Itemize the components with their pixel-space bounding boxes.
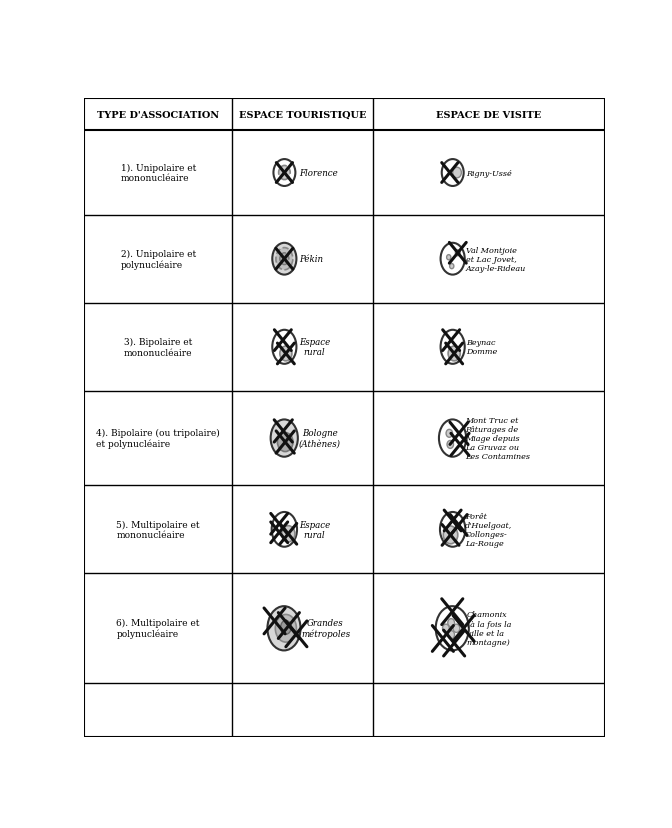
- Text: Beynac
Domme: Beynac Domme: [466, 339, 497, 356]
- Ellipse shape: [441, 243, 465, 275]
- Text: TYPE D'ASSOCIATION: TYPE D'ASSOCIATION: [97, 111, 219, 120]
- Text: Espace
rural: Espace rural: [299, 338, 330, 357]
- Text: Forêt
d'Huelgoat,
Collonges-
La-Rouge: Forêt d'Huelgoat, Collonges- La-Rouge: [465, 512, 512, 547]
- Ellipse shape: [276, 248, 293, 271]
- Text: 5). Multipolaire et
mononucléaire: 5). Multipolaire et mononucléaire: [116, 520, 200, 540]
- Text: 2). Unipolaire et
polynucléaire: 2). Unipolaire et polynucléaire: [120, 249, 196, 269]
- Circle shape: [442, 624, 450, 633]
- Circle shape: [446, 430, 452, 438]
- Text: Chamonix
(à la fois la
ville et la
montagne): Chamonix (à la fois la ville et la monta…: [466, 611, 511, 647]
- Ellipse shape: [281, 621, 291, 634]
- Ellipse shape: [279, 166, 290, 181]
- Circle shape: [448, 619, 454, 627]
- Text: Bologne
(Athènes): Bologne (Athènes): [299, 429, 341, 448]
- Text: 6). Multipolaire et
polynucléaire: 6). Multipolaire et polynucléaire: [116, 619, 200, 638]
- Text: ESPACE DE VISITE: ESPACE DE VISITE: [436, 111, 542, 120]
- Text: Espace
rural: Espace rural: [299, 520, 330, 539]
- Ellipse shape: [267, 606, 300, 651]
- Ellipse shape: [448, 347, 460, 361]
- Ellipse shape: [453, 168, 462, 179]
- Ellipse shape: [278, 433, 293, 452]
- Circle shape: [447, 441, 454, 449]
- Ellipse shape: [271, 513, 297, 547]
- Ellipse shape: [272, 243, 296, 275]
- Text: Florence: Florence: [299, 169, 337, 178]
- Text: 3). Bipolaire et
mononucléaire: 3). Bipolaire et mononucléaire: [124, 338, 192, 357]
- Ellipse shape: [435, 606, 469, 651]
- Ellipse shape: [441, 330, 465, 364]
- Text: Rigny-Ussé: Rigny-Ussé: [466, 169, 512, 177]
- Circle shape: [450, 264, 454, 269]
- Text: ESPACE TOURISTIQUE: ESPACE TOURISTIQUE: [239, 111, 366, 120]
- Ellipse shape: [272, 330, 296, 364]
- Ellipse shape: [274, 160, 296, 187]
- Text: Grandes
métropoles: Grandes métropoles: [301, 619, 350, 638]
- Text: Val Montjoie
et Lac Jovet,
Azay-le-Rideau: Val Montjoie et Lac Jovet, Azay-le-Ridea…: [466, 246, 526, 272]
- Ellipse shape: [440, 513, 465, 547]
- Ellipse shape: [282, 526, 295, 542]
- Ellipse shape: [280, 253, 289, 265]
- Ellipse shape: [271, 420, 298, 457]
- Ellipse shape: [442, 160, 464, 187]
- Ellipse shape: [444, 527, 458, 544]
- Text: 1). Unipolaire et
mononucléaire: 1). Unipolaire et mononucléaire: [120, 164, 196, 183]
- Ellipse shape: [280, 347, 292, 361]
- Circle shape: [453, 624, 460, 633]
- Text: 4). Bipolaire (ou tripolaire)
et polynucléaire: 4). Bipolaire (ou tripolaire) et polynuc…: [96, 429, 220, 449]
- Text: Pékin: Pékin: [299, 255, 323, 264]
- Circle shape: [456, 251, 460, 257]
- Ellipse shape: [439, 420, 466, 457]
- Ellipse shape: [276, 614, 296, 643]
- Circle shape: [447, 255, 451, 261]
- Text: Mont Truc et
Pâturages de
Miage depuis
La Gruvaz ou
Les Contamines: Mont Truc et Pâturages de Miage depuis L…: [466, 416, 530, 461]
- Circle shape: [448, 631, 454, 639]
